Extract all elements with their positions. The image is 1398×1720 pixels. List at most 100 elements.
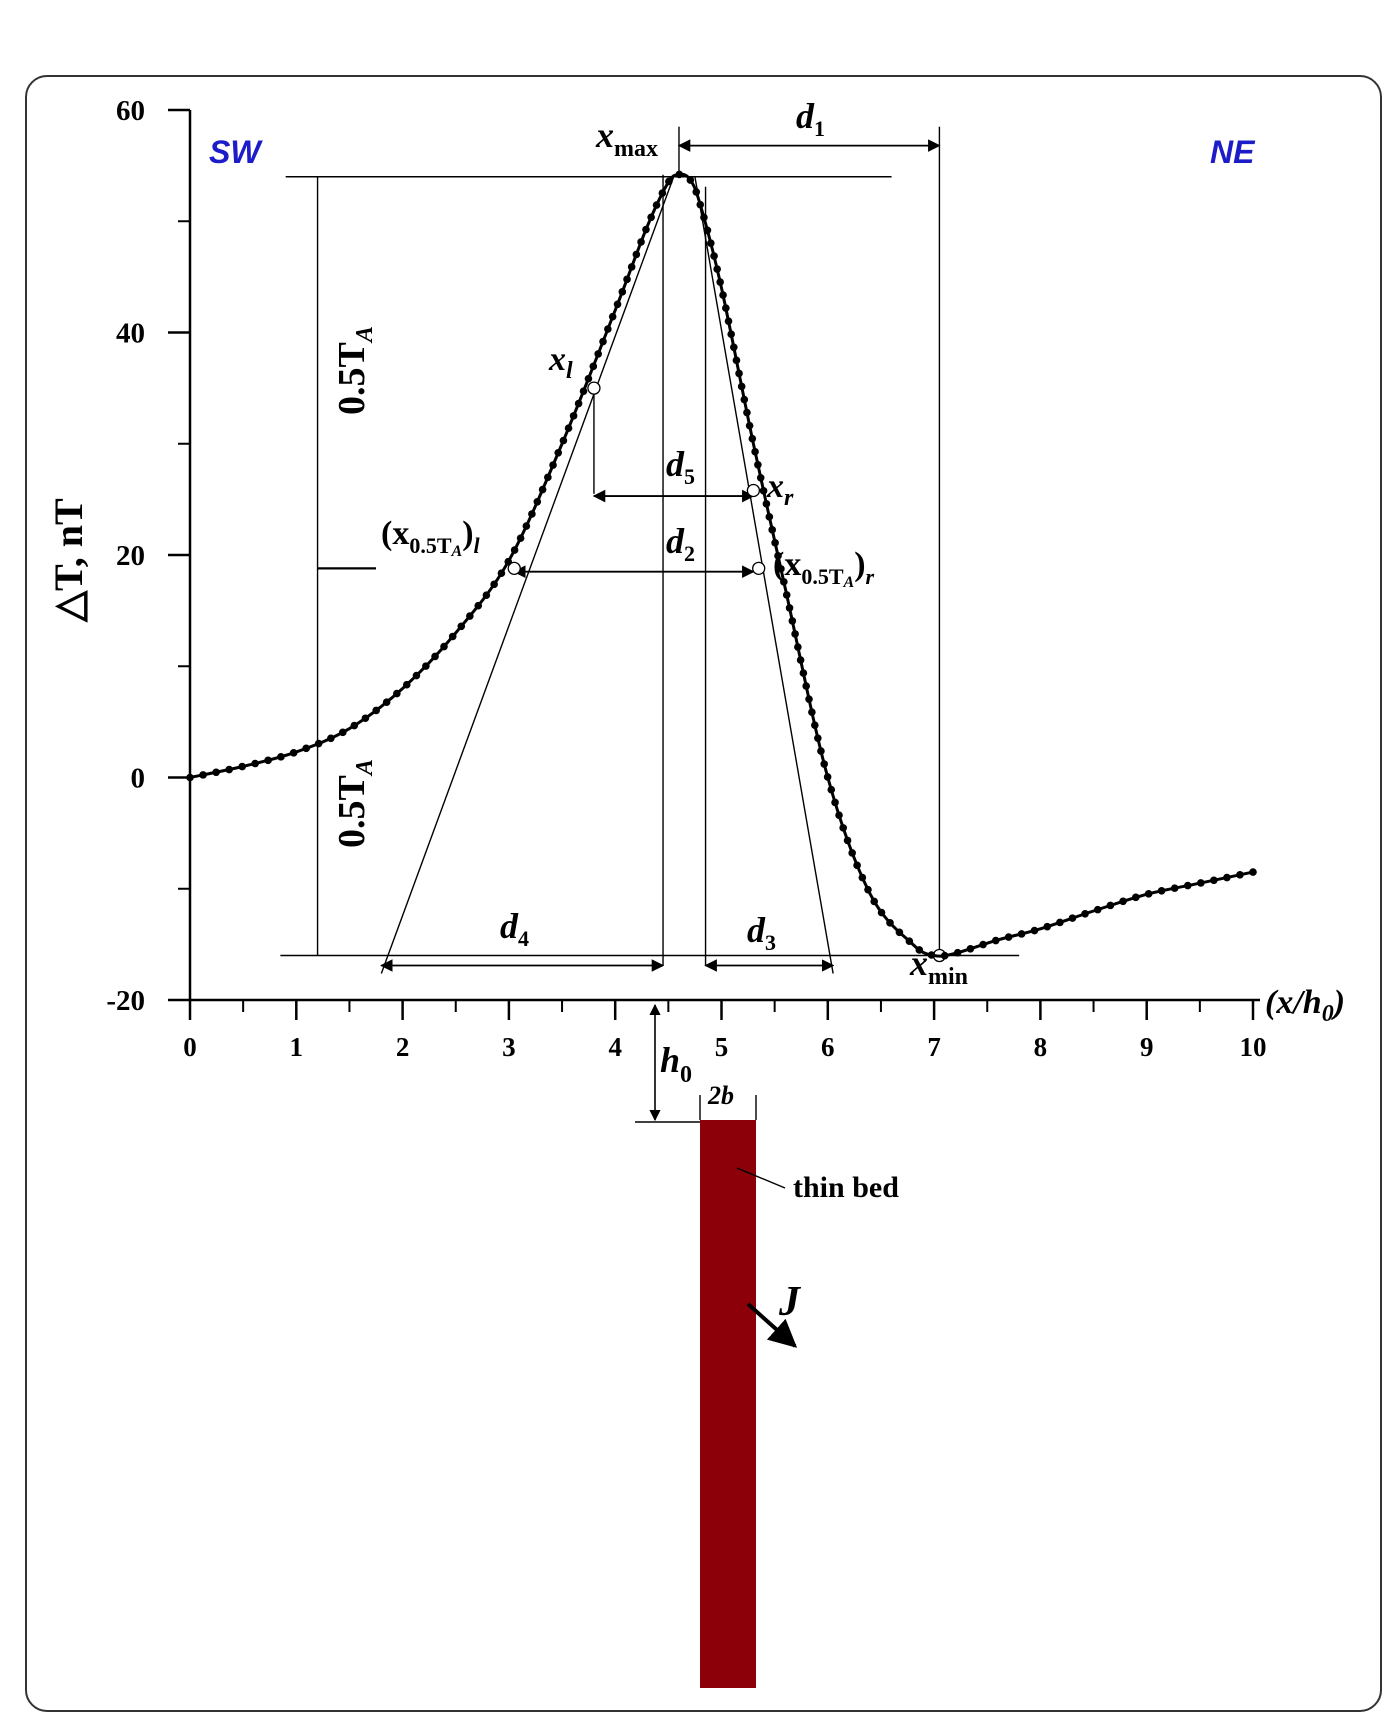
label-x-max: xmax	[595, 115, 658, 162]
label-half-right: (x0.5TA)r	[773, 546, 875, 591]
curve-point	[895, 928, 904, 937]
curve-point	[594, 350, 602, 358]
construction-lines	[280, 126, 1020, 974]
curve-point	[905, 937, 914, 945]
curve-point	[940, 951, 949, 960]
y-tick-label: -20	[106, 985, 145, 1017]
curve-point	[799, 669, 808, 677]
y-tick-label: 20	[116, 540, 145, 572]
label-x-min-sub: min	[928, 964, 968, 990]
curve-point	[870, 897, 879, 906]
curve-point	[735, 369, 743, 378]
x-tick-label: 9	[1140, 1032, 1154, 1062]
curve-point	[658, 189, 667, 197]
curve-point	[1131, 893, 1140, 902]
curve-point	[991, 936, 1000, 945]
curve-point	[1043, 922, 1052, 931]
curve-point	[692, 188, 701, 196]
curve-point	[756, 473, 765, 482]
right-tangent	[694, 176, 834, 974]
curve-point	[700, 213, 708, 222]
curve-point	[858, 873, 867, 882]
label-half-left: (x0.5TA)l	[381, 515, 481, 560]
curve-point	[808, 708, 816, 716]
label-d4: d4	[500, 906, 529, 951]
label-x-l-sub: l	[566, 358, 573, 384]
curve-point	[722, 304, 730, 312]
label-x-r: xr	[766, 468, 794, 511]
curve-point	[277, 753, 285, 761]
curve-point	[1030, 926, 1039, 935]
x-tick-label: 3	[502, 1032, 516, 1062]
curve-point	[579, 387, 588, 395]
x-tick-label: 4	[608, 1032, 622, 1062]
curve-point	[820, 760, 828, 768]
characteristic-point	[746, 483, 761, 498]
label-x-l: xl	[548, 341, 573, 384]
label-2b: 2b	[707, 1081, 734, 1110]
curve-point	[727, 330, 735, 339]
curve-point	[864, 885, 872, 894]
curve-point	[771, 539, 779, 547]
curve-point	[853, 861, 861, 870]
curve-point	[1068, 914, 1077, 922]
curve-point	[754, 460, 762, 469]
curve-point	[440, 642, 448, 651]
curve-point	[589, 362, 598, 371]
curve-point	[402, 680, 411, 689]
curve-point	[953, 948, 962, 957]
curve-point	[482, 591, 491, 599]
curve-point	[1106, 901, 1115, 910]
curve-point	[740, 395, 749, 404]
curve-point	[777, 565, 785, 573]
curve-point	[599, 337, 607, 346]
label-thin-bed: thin bed	[793, 1171, 899, 1204]
curve-point	[743, 408, 751, 417]
curve-point	[647, 213, 655, 222]
curve-point	[796, 656, 805, 664]
curve-point	[768, 526, 777, 534]
curve-point	[1197, 879, 1205, 887]
x-tick-label: 8	[1034, 1032, 1048, 1062]
curve-point	[1093, 905, 1102, 914]
curve-point	[737, 382, 746, 391]
curve-point	[544, 473, 552, 482]
curve-point	[751, 447, 759, 456]
curve-point	[707, 239, 715, 247]
curve-point	[703, 226, 712, 235]
x-tick-label: 5	[715, 1032, 729, 1062]
x-tick-label: 1	[290, 1032, 304, 1062]
label-d2: d2	[666, 521, 695, 566]
curve-point	[1183, 881, 1192, 890]
curve-point	[412, 671, 421, 680]
curve-point	[466, 612, 474, 620]
curve-point	[1017, 930, 1026, 938]
curve-point	[966, 944, 975, 953]
curve-point	[533, 498, 542, 506]
curve-point	[350, 721, 359, 730]
curve-point	[730, 343, 738, 352]
curve-point	[780, 578, 788, 586]
curve-point	[199, 771, 207, 779]
curve-point	[877, 908, 886, 917]
curve-point	[1157, 886, 1166, 895]
curve-point	[745, 421, 754, 430]
curve-point	[724, 317, 733, 325]
curve-point	[817, 747, 825, 755]
curve-point	[794, 643, 802, 651]
direction-ne: NE	[1210, 134, 1256, 170]
curve-point	[627, 263, 636, 271]
label-d1: d1	[796, 96, 825, 141]
curve-point	[719, 291, 727, 299]
x-tick-label: 2	[396, 1032, 410, 1062]
curve-point	[569, 412, 578, 420]
curve-point	[251, 759, 259, 768]
x-tick-label: 7	[927, 1032, 941, 1062]
curve-point	[886, 919, 894, 927]
label-x-max-sub: max	[614, 136, 658, 162]
curve-point	[835, 811, 843, 820]
thin-bed	[700, 1120, 756, 1688]
curve-point	[431, 652, 439, 661]
curve-point	[549, 461, 557, 469]
